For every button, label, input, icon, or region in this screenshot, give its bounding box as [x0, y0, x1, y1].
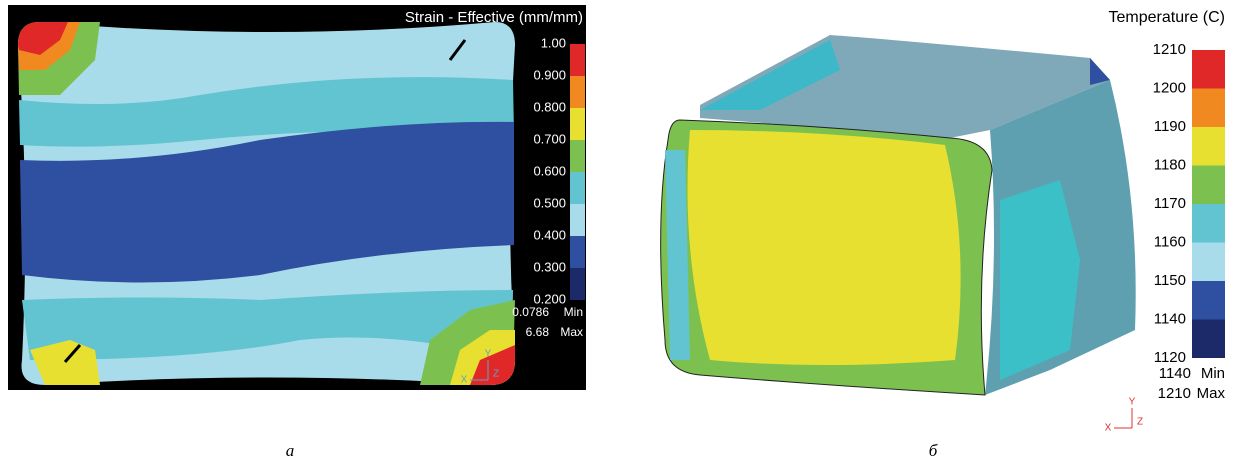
legend-label: 0.700 [533, 131, 566, 146]
panel-a: Strain - Effective (mm/mm) 1.00 0.900 0.80… [8, 5, 586, 460]
figure: Strain - Effective (mm/mm) 1.00 0.900 0.80… [0, 0, 1233, 463]
triad-label: X [1105, 423, 1112, 434]
max-value: 1210 [1158, 385, 1191, 402]
legend-swatch [1192, 166, 1225, 205]
legend-swatch [570, 268, 585, 300]
legend-swatch [1192, 320, 1225, 359]
legend-label: 0.400 [533, 227, 566, 242]
triad-label: Y [1129, 397, 1136, 408]
triad-label: Y [485, 349, 492, 360]
legend-swatch [570, 236, 585, 268]
legend-label: 1120 [1154, 349, 1186, 366]
contour [688, 130, 961, 365]
legend-label: 1190 [1154, 118, 1186, 135]
legend-label: 1150 [1154, 272, 1186, 289]
min-value: 0.0786 [512, 305, 549, 319]
legend-title: Strain - Effective (mm/mm) [405, 9, 583, 26]
legend-swatch [1192, 127, 1225, 166]
triad-label: Z [493, 369, 499, 380]
legend-label: 1160 [1154, 233, 1186, 250]
caption: б [929, 441, 938, 460]
legend-swatch [1192, 89, 1225, 128]
legend-swatch [1192, 243, 1225, 282]
triad-label: Z [1137, 417, 1143, 428]
legend-swatch [570, 76, 585, 108]
legend-swatch [570, 204, 585, 236]
min-label: Min [564, 305, 583, 319]
legend-swatch [1192, 50, 1225, 89]
triad-label: X [461, 375, 468, 386]
legend-swatch [570, 172, 585, 204]
legend-label: 0.300 [533, 259, 566, 274]
legend-swatch [570, 140, 585, 172]
legend-swatch [570, 44, 585, 76]
legend-label: 0.900 [533, 67, 566, 82]
legend-label: 1200 [1153, 79, 1186, 96]
caption: а [286, 441, 295, 460]
legend-label: 1180 [1154, 156, 1186, 173]
legend-title: Temperature (C) [1109, 9, 1225, 26]
legend-swatch [1192, 281, 1225, 320]
legend-swatch [1192, 204, 1225, 243]
legend-swatch [570, 108, 585, 140]
legend-label: 0.600 [533, 163, 566, 178]
max-value: 6.68 [526, 325, 550, 339]
legend-label: 0.500 [533, 195, 566, 210]
panel-b: Temperature (C) 1210 1200 1190 1180 1170 1160… [661, 9, 1226, 460]
max-label: Max [1197, 385, 1226, 402]
legend-label: 1140 [1154, 310, 1186, 327]
legend-label: 1170 [1154, 195, 1186, 212]
max-label: Max [560, 325, 583, 339]
legend-label: 0.800 [533, 99, 566, 114]
min-value: 1140 [1159, 365, 1191, 382]
legend-label: 1.00 [541, 35, 566, 50]
min-label: Min [1201, 365, 1225, 382]
legend-label: 1210 [1153, 41, 1186, 58]
